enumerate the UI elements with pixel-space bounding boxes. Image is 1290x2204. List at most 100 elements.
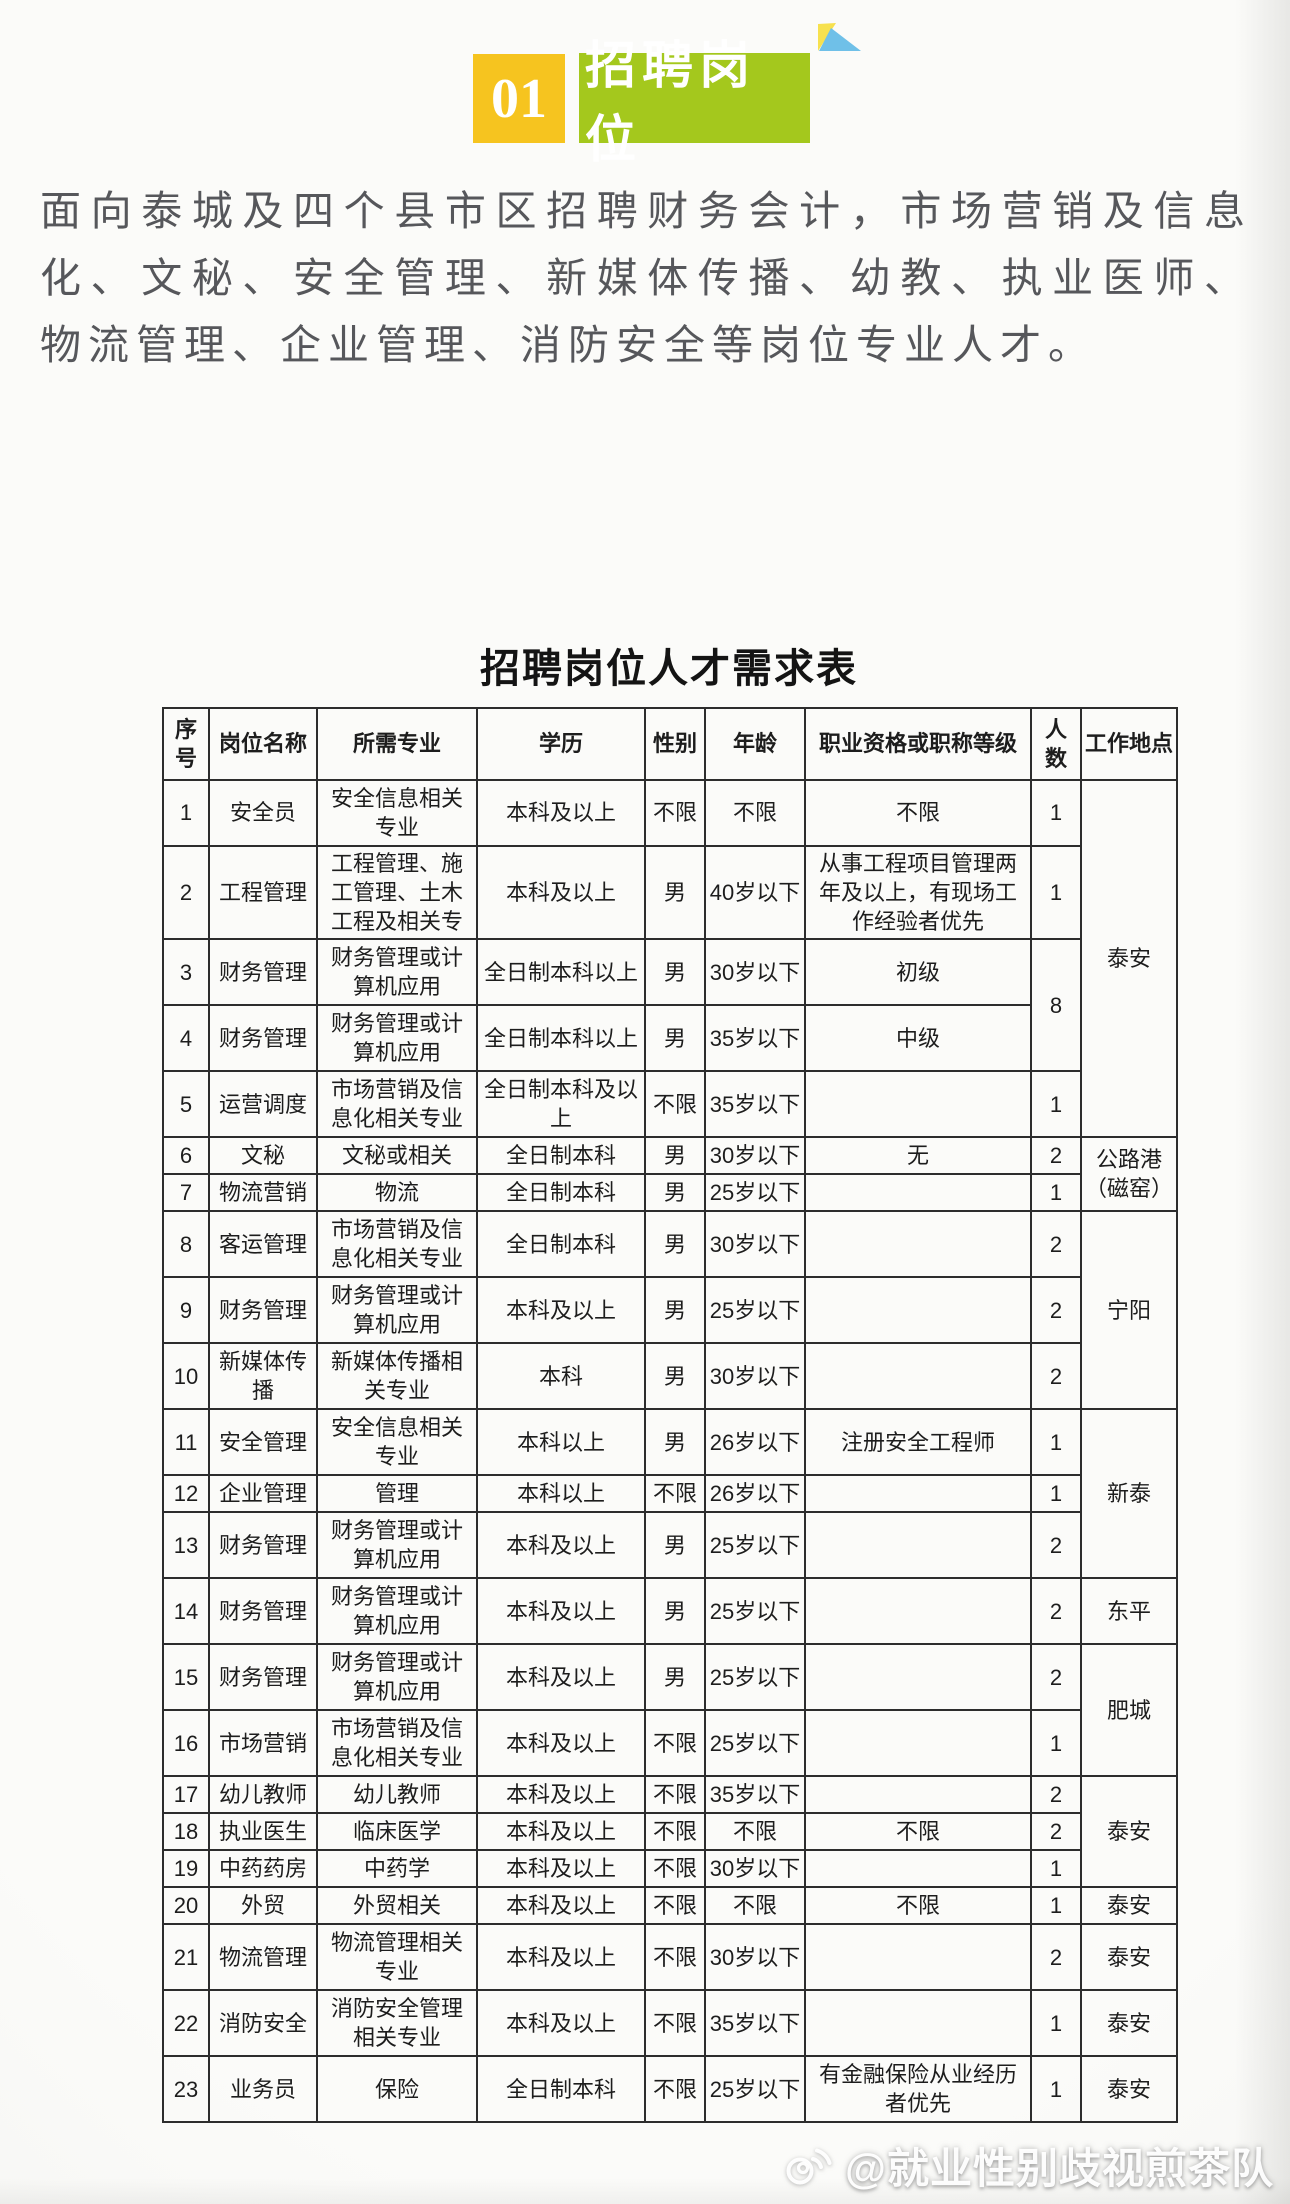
cell-qualification (804, 1474, 1032, 1514)
table-row: 3 财务管理 财务管理或计算机应用 全日制本科以上男 30岁以下 初级 8 (162, 938, 1177, 1073)
watermark: @就业性别歧视煎茶队 (783, 2135, 1274, 2196)
table-row: 15 财务管理 财务管理或计算机应用 本科及以上男 25岁以下 2 肥城 (162, 1643, 1178, 1778)
cell-education: 本科及以上 (476, 1989, 646, 2058)
table-row: 18 执业医生 临床医学 本科及以上 不限 不限 不限 2 (162, 1812, 1177, 1852)
cell-age: 30岁以下 (704, 938, 806, 1007)
cell-major: 物流管理相关专业 (316, 1923, 478, 1992)
cell-gender: 不限 (644, 1886, 706, 1926)
cell-position: 财务管理 (208, 938, 318, 1007)
intro-paragraph: 面向泰城及四个县市区招聘财务会计，市场营销及信息 化、文秘、安全管理、新媒体传播… (40, 178, 1252, 379)
cell-education: 全日制本科以上 (476, 938, 646, 1007)
cell-position: 企业管理 (208, 1474, 318, 1514)
cell-major: 文秘或相关 (316, 1136, 478, 1176)
table-row: 11 安全管理 安全信息相关专业 本科以上男 26岁以下 注册安全工程师 1 新泰 (162, 1408, 1178, 1580)
cell-headcount: 2 (1030, 1210, 1082, 1279)
cell-qualification (804, 1989, 1032, 2058)
cell-position: 物流管理 (208, 1923, 318, 1992)
table-row: 12 企业管理 管理 本科以上 不限 26岁以下 1 (162, 1474, 1177, 1514)
cell-education: 全日制本科 (476, 1173, 646, 1213)
table-row: 13 财务管理 财务管理或计算机应用 本科及以上男 25岁以下 2 (162, 1511, 1177, 1580)
cell-location: 东平 (1080, 1577, 1178, 1646)
section-number-badge: 01 (473, 54, 565, 143)
table-title: 招聘岗位人才需求表 (480, 647, 858, 691)
cell-age: 35岁以下 (704, 1004, 806, 1073)
table-row: 19 中药药房 中药学 本科及以上 不限 30岁以下 1 (162, 1849, 1177, 1889)
cell-seq: 2 (162, 844, 210, 941)
intro-line: 化、文秘、安全管理、新媒体传播、幼教、执业医师、 (40, 255, 1252, 301)
cell-gender: 男 (644, 1342, 706, 1411)
cell-major: 外贸相关 (316, 1886, 478, 1926)
cell-position: 消防安全 (208, 1989, 318, 2058)
cell-position: 安全管理 (208, 1408, 318, 1477)
cell-age: 30岁以下 (704, 1923, 806, 1992)
cell-location: 泰安 (1080, 1989, 1178, 2058)
cell-headcount: 1 (1030, 779, 1082, 847)
cell-qualification: 中级 (804, 1004, 1032, 1073)
cell-headcount: 8 (1030, 938, 1082, 1073)
cell-qualification (804, 1849, 1032, 1889)
cell-qualification (804, 1775, 1032, 1815)
cell-education: 本科及以上 (476, 1886, 646, 1926)
cell-position: 市场营销 (208, 1709, 318, 1778)
cell-education: 本科及以上 (476, 1643, 646, 1712)
cell-position: 执业医生 (208, 1812, 318, 1852)
cell-major: 保险 (316, 2055, 478, 2124)
table-row: 14 财务管理 财务管理或计算机应用 本科及以上男 25岁以下 2 东平 (162, 1577, 1178, 1646)
cell-seq: 7 (162, 1173, 210, 1213)
cell-education: 本科及以上 (476, 1775, 646, 1815)
cell-gender: 男 (644, 1511, 706, 1580)
table-row: 10 新媒体传播 新媒体传播相关专业 本科男 30岁以下 2 (162, 1342, 1177, 1411)
cell-location: 泰安 (1080, 1923, 1178, 1992)
table-row: 17 幼儿教师 幼儿教师 本科及以上 不限 35岁以下 2 泰安 (162, 1775, 1178, 1889)
cell-headcount: 1 (1030, 1173, 1082, 1213)
cell-seq: 23 (162, 2055, 210, 2124)
cell-qualification: 不限 (804, 1886, 1032, 1926)
cell-headcount: 2 (1030, 1342, 1082, 1411)
cell-position: 客运管理 (208, 1210, 318, 1279)
cell-major: 工程管理、施工管理、土木工程及相关专 (316, 844, 478, 941)
cell-seq: 12 (162, 1474, 210, 1514)
cell-age: 25岁以下 (704, 2055, 806, 2124)
cell-position: 安全员 (208, 779, 318, 847)
cell-age: 35岁以下 (704, 1989, 806, 2058)
cell-seq: 21 (162, 1923, 210, 1992)
cell-seq: 13 (162, 1511, 210, 1580)
cell-gender: 男 (644, 1173, 706, 1213)
cell-seq: 19 (162, 1849, 210, 1889)
cell-gender: 不限 (644, 1474, 706, 1514)
photo-bottom-edge-shade (0, 2178, 1290, 2204)
cell-qualification (804, 1342, 1032, 1411)
cell-qualification (804, 1276, 1032, 1345)
cell-education: 本科及以上 (476, 1812, 646, 1852)
cell-gender: 不限 (644, 1070, 706, 1139)
table-row: 1 安全员 安全信息相关专业 本科及以上 不限 不限 不限 1 泰安 (162, 778, 1178, 1139)
cell-gender: 不限 (644, 1849, 706, 1889)
intro-line: 面向泰城及四个县市区招聘财务会计，市场营销及信息 (40, 188, 1252, 234)
cell-age: 25岁以下 (704, 1709, 806, 1778)
table-row: 6 文秘 文秘或相关 全日制本科男 30岁以下无 2 公路港（磁窑） (162, 1136, 1178, 1213)
cell-major: 新媒体传播相关专业 (316, 1342, 478, 1411)
cell-gender: 不限 (644, 1989, 706, 2058)
cell-gender: 不限 (644, 2055, 706, 2124)
cell-gender: 男 (644, 938, 706, 1007)
cell-gender: 不限 (644, 779, 706, 847)
cell-seq: 4 (162, 1004, 210, 1073)
cell-location: 肥城 (1080, 1643, 1178, 1778)
cell-headcount: 1 (1030, 1070, 1082, 1139)
column-header-3: 学历 (476, 707, 646, 781)
table-row: 22 消防安全 消防安全管理相关专业 本科及以上 不限 35岁以下 1 泰安 (162, 1989, 1178, 2058)
column-header-1: 岗位名称 (208, 707, 318, 781)
cell-gender: 男 (644, 1408, 706, 1477)
cell-position: 财务管理 (208, 1643, 318, 1712)
cell-headcount: 1 (1030, 1408, 1082, 1477)
cell-position: 外贸 (208, 1886, 318, 1926)
cell-major: 财务管理或计算机应用 (316, 1577, 478, 1646)
cell-headcount: 1 (1030, 1886, 1082, 1926)
recruitment-table: 序号 岗位名称 所需专业 学历 性别 年龄 职业资格或职称等级 人数 工作地点 1 安全员 安全信息… (162, 707, 1178, 2124)
table-row: 2 工程管理 工程管理、施工管理、土木工程及相关专 本科及以上男 40岁以下 从事工程项目… (162, 844, 1177, 941)
cell-seq: 10 (162, 1342, 210, 1411)
table-header-row: 序号 岗位名称 所需专业 学历 性别 年龄 职业资格或职称等级 人数 工作地点 (162, 707, 1178, 781)
cell-major: 临床医学 (316, 1812, 478, 1852)
watermark-text: @就业性别歧视煎茶队 (845, 2145, 1274, 2192)
cell-major: 消防安全管理相关专业 (316, 1989, 478, 2058)
